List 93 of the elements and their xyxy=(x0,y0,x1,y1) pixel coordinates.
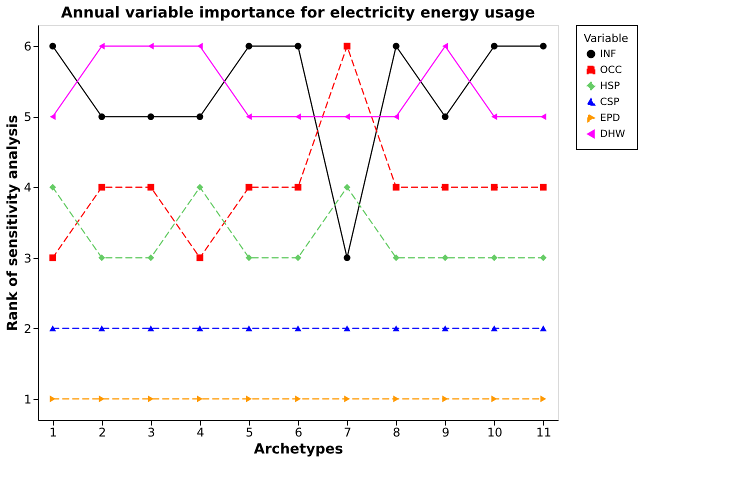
point xyxy=(147,184,154,191)
x-tick-label: 7 xyxy=(344,426,352,440)
point xyxy=(540,184,547,191)
point xyxy=(442,42,448,50)
point xyxy=(490,184,498,191)
x-tick-label: 2 xyxy=(98,426,106,440)
point xyxy=(294,325,302,332)
y-tick-label: 5 xyxy=(24,110,32,124)
point xyxy=(442,184,449,191)
point xyxy=(98,113,106,120)
point xyxy=(344,254,350,262)
legend-label: CSP xyxy=(600,97,620,108)
chart-title: Annual variable importance for electricity energy usage xyxy=(61,4,535,22)
legend-label: HSP xyxy=(600,81,620,92)
point xyxy=(442,254,449,262)
point xyxy=(540,325,547,332)
point xyxy=(295,113,301,120)
point xyxy=(246,254,252,262)
point xyxy=(491,113,498,120)
point xyxy=(392,184,400,191)
point xyxy=(246,42,252,50)
point xyxy=(246,395,252,402)
point xyxy=(344,113,350,120)
point xyxy=(442,325,449,332)
point xyxy=(49,184,56,191)
point xyxy=(98,42,105,50)
point xyxy=(540,254,547,262)
point xyxy=(344,42,350,50)
point xyxy=(393,113,400,120)
point xyxy=(344,184,350,191)
point xyxy=(98,184,106,191)
point xyxy=(540,113,546,120)
point xyxy=(196,184,204,191)
point xyxy=(49,254,56,262)
point xyxy=(540,395,546,402)
point xyxy=(50,395,56,402)
point xyxy=(490,254,498,262)
point xyxy=(490,325,498,332)
y-tick-label: 1 xyxy=(24,392,32,406)
point xyxy=(294,42,302,50)
point xyxy=(148,42,154,50)
x-tick-label: 10 xyxy=(487,426,502,440)
y-axis-title: Rank of sensitivity analysis xyxy=(4,114,21,332)
point xyxy=(491,395,498,402)
point xyxy=(392,254,400,262)
point xyxy=(98,254,106,262)
x-tick-label: 6 xyxy=(294,426,302,440)
point xyxy=(295,395,301,402)
point xyxy=(344,325,350,332)
point xyxy=(147,325,154,332)
legend-label: DHW xyxy=(600,129,626,140)
y-tick-label: 2 xyxy=(24,322,32,336)
legend-title: Variable xyxy=(584,32,628,45)
point xyxy=(49,42,56,50)
point xyxy=(392,325,400,332)
point xyxy=(393,395,400,402)
legend-label: OCC xyxy=(600,65,622,76)
point xyxy=(196,395,203,402)
point xyxy=(196,42,203,50)
point xyxy=(540,42,547,50)
point xyxy=(246,113,252,120)
y-tick-label: 4 xyxy=(24,180,32,195)
point xyxy=(196,254,204,262)
x-tick-label: 11 xyxy=(536,426,552,440)
x-axis-title: Archetypes xyxy=(254,442,344,458)
y-tick-label: 6 xyxy=(24,40,32,54)
point xyxy=(98,395,105,402)
x-tick-label: 9 xyxy=(442,426,450,440)
point xyxy=(246,325,252,332)
point xyxy=(392,42,400,50)
x-tick-label: 8 xyxy=(392,426,400,440)
point xyxy=(442,113,449,120)
legend-label: INF xyxy=(600,49,616,60)
legend-label: EPD xyxy=(600,113,620,124)
y-tick-label: 3 xyxy=(24,251,32,266)
point xyxy=(98,325,106,332)
point xyxy=(490,42,498,50)
x-tick-label: 3 xyxy=(148,426,156,440)
point xyxy=(49,325,56,332)
point xyxy=(246,184,252,191)
point xyxy=(294,254,302,262)
point xyxy=(148,395,154,402)
point xyxy=(442,395,448,402)
point xyxy=(50,113,56,120)
point xyxy=(196,113,204,120)
point xyxy=(147,113,154,120)
point xyxy=(344,395,350,402)
x-tick-label: 5 xyxy=(246,426,254,440)
point xyxy=(147,254,154,262)
point xyxy=(196,325,204,332)
point xyxy=(294,184,302,191)
x-tick-label: 4 xyxy=(196,426,204,440)
x-tick-label: 1 xyxy=(49,426,58,440)
